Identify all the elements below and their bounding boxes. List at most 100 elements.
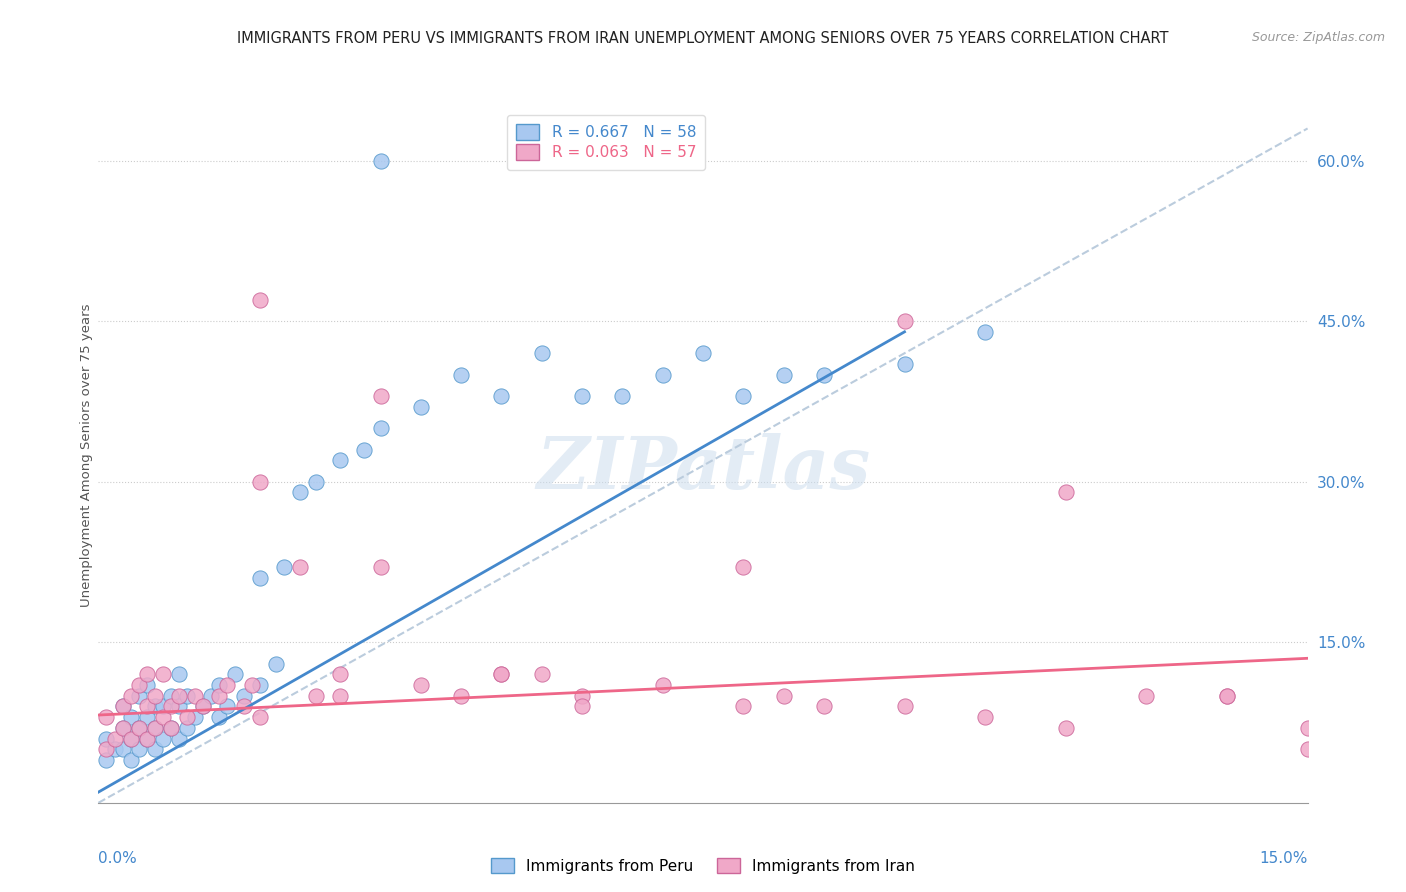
Legend: R = 0.667   N = 58, R = 0.063   N = 57: R = 0.667 N = 58, R = 0.063 N = 57 [508, 115, 706, 169]
Point [733, 699, 755, 714]
Text: ZIPatlas: ZIPatlas [536, 434, 870, 504]
Point [96, 742, 118, 756]
Point [135, 678, 157, 692]
Point [96, 753, 118, 767]
Point [96, 731, 118, 746]
Point [143, 689, 166, 703]
Point [1296, 721, 1319, 735]
Point [571, 389, 593, 403]
Point [120, 710, 142, 724]
Point [491, 389, 513, 403]
Point [974, 710, 997, 724]
Point [893, 699, 915, 714]
Y-axis label: Unemployment Among Seniors over 75 years: Unemployment Among Seniors over 75 years [80, 303, 93, 607]
Point [893, 357, 915, 371]
Point [120, 731, 142, 746]
Point [273, 560, 295, 574]
Point [1216, 689, 1239, 703]
Point [143, 721, 166, 735]
Point [1296, 742, 1319, 756]
Point [143, 699, 166, 714]
Point [329, 453, 352, 467]
Point [571, 689, 593, 703]
Point [111, 742, 134, 756]
Point [370, 421, 392, 435]
Point [193, 699, 215, 714]
Point [135, 710, 157, 724]
Point [176, 710, 198, 724]
Point [184, 689, 207, 703]
Point [692, 346, 714, 360]
Point [128, 678, 150, 692]
Point [370, 560, 392, 574]
Point [288, 560, 311, 574]
Point [167, 731, 190, 746]
Point [224, 667, 246, 681]
Point [103, 731, 125, 746]
Point [305, 689, 328, 703]
Point [152, 731, 174, 746]
Point [111, 699, 134, 714]
Point [249, 293, 271, 307]
Point [893, 314, 915, 328]
Point [128, 742, 150, 756]
Point [1054, 485, 1077, 500]
Point [353, 442, 375, 457]
Point [111, 721, 134, 735]
Point [217, 699, 239, 714]
Point [135, 667, 157, 681]
Point [409, 678, 432, 692]
Point [167, 699, 190, 714]
Point [249, 571, 271, 585]
Point [288, 485, 311, 500]
Point [160, 689, 183, 703]
Text: 15.0%: 15.0% [1260, 851, 1308, 866]
Point [329, 667, 352, 681]
Point [264, 657, 287, 671]
Point [772, 689, 794, 703]
Point [152, 699, 174, 714]
Point [103, 742, 125, 756]
Point [329, 689, 352, 703]
Point [370, 389, 392, 403]
Point [111, 699, 134, 714]
Point [491, 667, 513, 681]
Point [305, 475, 328, 489]
Point [120, 753, 142, 767]
Point [143, 721, 166, 735]
Point [184, 710, 207, 724]
Text: IMMIGRANTS FROM PERU VS IMMIGRANTS FROM IRAN UNEMPLOYMENT AMONG SENIORS OVER 75 : IMMIGRANTS FROM PERU VS IMMIGRANTS FROM … [238, 31, 1168, 46]
Point [232, 689, 254, 703]
Point [733, 560, 755, 574]
Point [491, 667, 513, 681]
Point [232, 699, 254, 714]
Text: 0.0%: 0.0% [98, 851, 138, 866]
Point [813, 699, 835, 714]
Point [128, 721, 150, 735]
Point [249, 475, 271, 489]
Point [176, 689, 198, 703]
Point [240, 678, 263, 692]
Point [135, 731, 157, 746]
Point [217, 678, 239, 692]
Point [370, 153, 392, 168]
Point [160, 721, 183, 735]
Point [128, 689, 150, 703]
Point [612, 389, 634, 403]
Point [135, 699, 157, 714]
Point [152, 667, 174, 681]
Point [208, 710, 231, 724]
Point [208, 689, 231, 703]
Point [1216, 689, 1239, 703]
Legend: Immigrants from Peru, Immigrants from Iran: Immigrants from Peru, Immigrants from Ir… [485, 852, 921, 880]
Point [167, 689, 190, 703]
Point [128, 721, 150, 735]
Point [530, 346, 553, 360]
Point [651, 678, 673, 692]
Point [111, 721, 134, 735]
Point [135, 731, 157, 746]
Point [974, 325, 997, 339]
Point [120, 689, 142, 703]
Point [450, 368, 472, 382]
Point [208, 678, 231, 692]
